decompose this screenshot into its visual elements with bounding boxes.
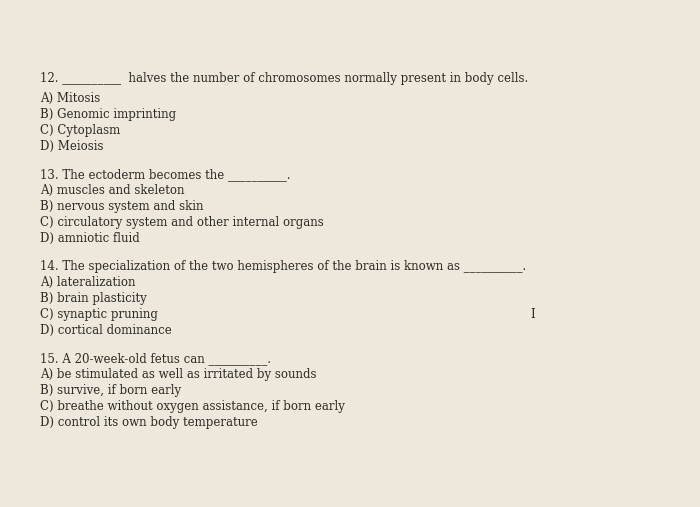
Text: C) circulatory system and other internal organs: C) circulatory system and other internal… [40,216,323,229]
Text: C) breathe without oxygen assistance, if born early: C) breathe without oxygen assistance, if… [40,400,345,413]
Text: B) survive, if born early: B) survive, if born early [40,384,181,397]
Text: A) be stimulated as well as irritated by sounds: A) be stimulated as well as irritated by… [40,368,316,381]
Text: D) control its own body temperature: D) control its own body temperature [40,416,258,429]
Text: B) brain plasticity: B) brain plasticity [40,292,147,305]
Text: D) cortical dominance: D) cortical dominance [40,324,172,337]
Text: D) Meiosis: D) Meiosis [40,140,104,153]
Text: 14. The specialization of the two hemispheres of the brain is known as _________: 14. The specialization of the two hemisp… [40,260,526,273]
Text: I: I [530,308,535,321]
Text: B) Genomic imprinting: B) Genomic imprinting [40,108,176,121]
Text: 13. The ectoderm becomes the __________.: 13. The ectoderm becomes the __________. [40,168,290,181]
Text: 15. A 20-week-old fetus can __________.: 15. A 20-week-old fetus can __________. [40,352,271,365]
Text: D) amniotic fluid: D) amniotic fluid [40,232,140,245]
Text: A) muscles and skeleton: A) muscles and skeleton [40,184,185,197]
Text: B) nervous system and skin: B) nervous system and skin [40,200,204,213]
Text: 12. __________  halves the number of chromosomes normally present in body cells.: 12. __________ halves the number of chro… [40,72,528,85]
Text: A) Mitosis: A) Mitosis [40,92,100,105]
Text: A) lateralization: A) lateralization [40,276,136,289]
Text: C) synaptic pruning: C) synaptic pruning [40,308,158,321]
Text: C) Cytoplasm: C) Cytoplasm [40,124,120,137]
